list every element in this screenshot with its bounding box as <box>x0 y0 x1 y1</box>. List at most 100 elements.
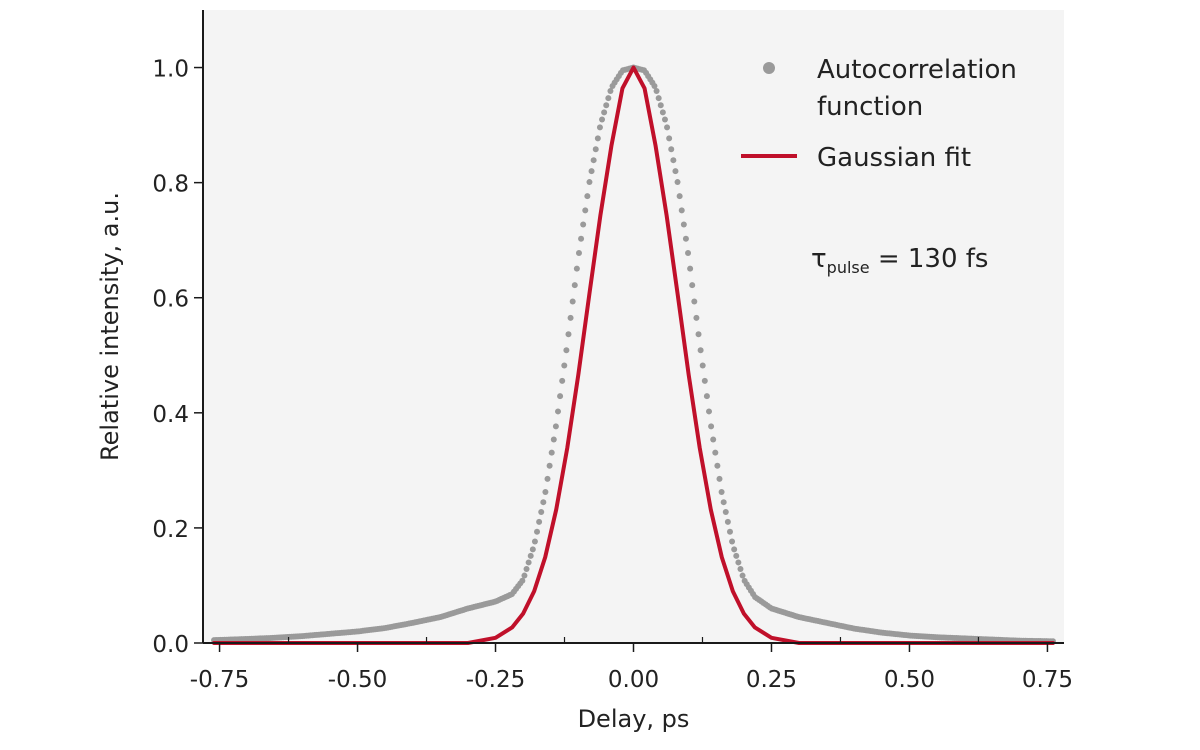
autocorrelation-point <box>701 377 708 384</box>
autocorrelation-point <box>567 314 574 321</box>
y-axis-title: Relative intensity, a.u. <box>96 192 124 461</box>
autocorrelation-point <box>552 423 559 430</box>
autocorrelation-point <box>676 193 683 200</box>
autocorrelation-point <box>722 509 729 516</box>
legend-label-autocorrelation-line1: Autocorrelation <box>817 55 1017 85</box>
y-tick-label: 0.6 <box>152 287 189 313</box>
autocorrelation-point <box>544 475 551 482</box>
autocorrelation-point <box>603 102 610 109</box>
autocorrelation-point <box>563 347 570 354</box>
legend-marker-autocorrelation <box>763 62 775 74</box>
autocorrelation-point <box>607 88 614 95</box>
autocorrelation-point <box>527 552 534 559</box>
autocorrelation-point <box>548 449 555 456</box>
autocorrelation-point <box>670 157 677 164</box>
autocorrelation-point <box>666 135 673 142</box>
autocorrelation-point <box>540 499 547 506</box>
autocorrelation-point <box>550 436 557 443</box>
autocorrelation-point <box>557 393 564 400</box>
autocorrelation-point <box>529 546 536 553</box>
autocorrelation-point <box>578 235 585 242</box>
autocorrelation-point <box>693 314 700 321</box>
autocorrelation-point <box>575 249 582 256</box>
autocorrelation-point <box>708 423 715 430</box>
autocorrelation-point <box>691 298 698 305</box>
autocorrelation-point <box>685 249 692 256</box>
y-tick-label: 0.2 <box>152 517 189 543</box>
autocorrelation-point <box>580 221 587 228</box>
autocorrelation-point <box>737 566 744 572</box>
autocorrelation-point <box>680 221 687 228</box>
autocorrelation-point <box>596 124 603 131</box>
autocorrelation-point <box>699 362 706 369</box>
autocorrelation-point <box>594 135 601 142</box>
autocorrelation-point <box>739 572 746 579</box>
x-axis-title: Delay, ps <box>578 705 690 733</box>
legend-label-gaussian-fit: Gaussian fit <box>817 143 971 173</box>
autocorrelation-point <box>714 462 721 469</box>
autocorrelation-point <box>735 559 742 566</box>
axes-layer: -0.75 -0.50 -0.25 0.00 0.25 0.50 0.75 0.0 0.2 0.4… <box>152 10 1073 693</box>
annotation-subscript: pulse <box>827 258 870 277</box>
autocorrelation-point <box>731 546 738 553</box>
autocorrelation-point <box>664 124 671 131</box>
autocorrelation-point <box>659 109 666 116</box>
x-tick-label: -0.50 <box>328 667 388 693</box>
autocorrelation-point <box>536 518 543 525</box>
autocorrelation-point <box>682 235 689 242</box>
autocorrelation-point <box>689 282 696 289</box>
autocorrelation-point <box>534 528 541 535</box>
autocorrelation-point <box>674 179 681 186</box>
autocorrelation-point <box>521 572 528 579</box>
legend-label-autocorrelation-line2: function <box>817 92 923 122</box>
autocorrelation-point <box>573 265 580 272</box>
autocorrelation-point <box>678 207 685 214</box>
x-tick-label: 0.75 <box>1022 667 1073 693</box>
autocorrelation-point <box>668 146 675 153</box>
autocorrelation-point <box>559 377 566 384</box>
y-tick-label: 1.0 <box>152 57 189 83</box>
x-tick-label: 0.25 <box>746 667 797 693</box>
y-tick-label: 0.8 <box>152 172 189 198</box>
autocorrelation-point <box>546 462 553 469</box>
plot-area <box>203 10 1064 643</box>
y-tick-label: 0.4 <box>152 402 189 428</box>
autocorrelation-point <box>586 179 593 186</box>
autocorrelation-point <box>712 449 719 456</box>
autocorrelation-point <box>592 146 599 153</box>
x-tick-label: 0.50 <box>884 667 935 693</box>
autocorrelation-point <box>565 331 572 338</box>
autocorrelation-point <box>531 538 538 545</box>
autocorrelation-point <box>588 168 595 175</box>
autocorrelation-point <box>706 408 712 415</box>
autocorrelation-point <box>599 116 606 123</box>
gaussian-fit-line <box>212 65 1055 645</box>
autocorrelation-point <box>672 168 679 175</box>
autocorrelation-point <box>720 499 727 506</box>
autocorrelation-point <box>571 282 578 289</box>
series-layer <box>211 64 1056 645</box>
autocorrelation-point <box>724 518 731 525</box>
x-tick-label: -0.25 <box>466 667 526 693</box>
autocorrelation-point <box>582 207 589 214</box>
pulse-duration-annotation: τpulse = 130 fs <box>811 244 988 277</box>
autocorrelation-point <box>525 559 532 566</box>
autocorrelation-point <box>590 157 597 164</box>
autocorrelation-series <box>211 64 1056 645</box>
autocorrelation-point <box>695 331 702 338</box>
autocorrelation-point <box>605 95 612 102</box>
autocorrelation-point <box>519 577 526 584</box>
y-tick-label: 0.0 <box>152 632 189 658</box>
autocorrelation-point <box>716 475 723 482</box>
autocorrelation-point <box>584 193 591 200</box>
autocorrelation-point <box>651 82 658 89</box>
autocorrelation-point <box>657 102 664 109</box>
x-tick-label: -0.75 <box>190 667 250 693</box>
autocorrelation-point <box>653 88 660 95</box>
autocorrelation-point <box>538 509 545 516</box>
autocorrelation-point <box>710 436 717 443</box>
autocorrelation-point <box>729 538 736 545</box>
autocorrelation-point <box>733 552 740 559</box>
